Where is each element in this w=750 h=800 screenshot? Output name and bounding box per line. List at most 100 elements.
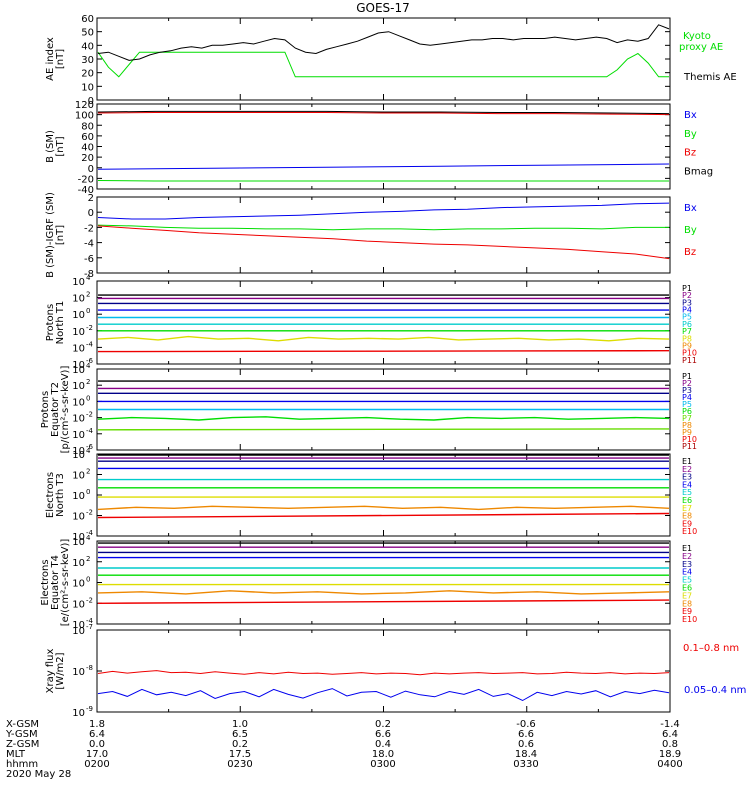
footer-value: 18.0 <box>372 749 394 760</box>
legend-0-05-0-4-nm: 0.05–0.4 nm <box>684 685 746 696</box>
y-tick-exp: -4 <box>86 340 94 348</box>
y-tick-exp: 0 <box>86 488 90 496</box>
y-tick-label: 40 <box>81 41 94 52</box>
y-tick-label: -6 <box>84 254 94 265</box>
legend-p7: P7 <box>682 327 692 336</box>
legend-e3: E3 <box>682 560 692 569</box>
legend-e10: E10 <box>682 615 697 624</box>
y-tick-label: -40 <box>78 185 94 196</box>
legend-themis-ae: Themis AE <box>683 72 737 83</box>
y-tick-label: 0 <box>88 164 94 175</box>
footer-row-label: Y-GSM <box>5 729 38 740</box>
footer-value: 6.4 <box>89 729 105 740</box>
y-tick-label: 2 <box>88 193 94 204</box>
y-tick-exp: 2 <box>86 291 90 299</box>
legend-e5: E5 <box>682 576 692 585</box>
y-tick-exp: 2 <box>86 555 90 563</box>
y-tick-label: 20 <box>81 69 94 80</box>
legend-kyoto: Kyoto <box>683 31 711 42</box>
y-tick-label: 10 <box>72 414 85 425</box>
y-tick-exp: 4 <box>86 447 91 455</box>
series-line-p10 <box>97 350 670 353</box>
y-tick-label: 10 <box>72 708 85 719</box>
legend-p8: P8 <box>682 421 692 430</box>
footer-value: 17.5 <box>229 749 251 760</box>
legend-p9: P9 <box>682 341 692 350</box>
y-tick-label: 30 <box>81 55 94 66</box>
y-tick-exp: -4 <box>86 427 94 435</box>
y-tick-exp: -2 <box>86 411 93 419</box>
footer-row-label: MLT <box>6 749 26 760</box>
y-tick-exp: -2 <box>86 596 93 604</box>
y-axis-label: Electrons <box>40 559 51 605</box>
y-tick-exp: -7 <box>86 623 93 631</box>
y-tick-label: 10 <box>72 626 85 637</box>
footer-value: 6.5 <box>232 729 248 740</box>
series-line-by <box>97 180 669 182</box>
y-tick-label: 60 <box>81 132 94 143</box>
series-line-0-05-0-4-nm <box>97 688 670 702</box>
legend-p3: P3 <box>682 298 692 307</box>
series-line-p7 <box>97 428 670 431</box>
y-axis-label: B (SM) <box>45 130 56 163</box>
panel-7: Electrons Equator T4 [e/(cm²-s-sr-keV)] 10 4… <box>40 534 697 631</box>
footer-value: 0.4 <box>375 739 391 750</box>
series-line-e8 <box>97 505 670 511</box>
footer-row-label: Z-GSM <box>6 739 39 750</box>
y-tick-exp: 0 <box>86 394 90 402</box>
plot-title: GOES-17 <box>356 1 410 15</box>
legend-e8: E8 <box>682 599 692 608</box>
y-axis-label: Electrons <box>45 472 56 518</box>
panel-frame <box>96 17 671 101</box>
y-tick-label: -4 <box>84 239 94 250</box>
legend-0-1-0-8-nm: 0.1–0.8 nm <box>683 643 739 654</box>
y-tick-exp: -8 <box>86 664 93 672</box>
footer-value: 0.0 <box>89 739 105 750</box>
legend-e10: E10 <box>682 527 697 536</box>
legend-by: By <box>684 129 697 140</box>
y-tick-label: 10 <box>72 294 85 305</box>
y-tick-label: 10 <box>72 512 85 523</box>
legend-bmag: Bmag <box>684 166 713 177</box>
series-line-bx <box>97 202 670 220</box>
y-tick-label: 10 <box>72 667 85 678</box>
legend-p2: P2 <box>682 291 692 300</box>
legend-e8: E8 <box>682 512 692 521</box>
series-line-e9 <box>97 599 670 604</box>
legend-p1: P1 <box>682 372 692 381</box>
series-line-bz <box>97 225 670 260</box>
legend-e6: E6 <box>682 584 692 593</box>
y-axis-label: [e/(cm²-s-sr-keV)] <box>60 539 71 627</box>
legend-p9: P9 <box>682 428 692 437</box>
y-tick-exp: -6 <box>86 443 94 451</box>
panel-3: B (SM)-IGRF (SM) [nT] -8 -6 -4 -2 0 2 Bx By Bz <box>45 192 697 280</box>
footer-value: 0200 <box>84 759 109 770</box>
legend-p3: P3 <box>682 386 692 395</box>
y-tick-exp: -2 <box>86 324 93 332</box>
series-line-e9 <box>97 512 670 519</box>
legend-p2: P2 <box>682 379 692 388</box>
y-tick-label: 100 <box>75 111 94 122</box>
series-line-themis-ae <box>97 24 670 61</box>
legend-e7: E7 <box>682 504 692 513</box>
panel-8: Xray flux [W/m2]10-710-810 -90.1–0.8 nm0.0… <box>45 623 746 719</box>
legend-p5: P5 <box>682 400 692 409</box>
y-tick-label: 40 <box>81 143 94 154</box>
y-tick-label: 10 <box>72 558 85 569</box>
y-tick-exp: -6 <box>86 357 94 365</box>
y-tick-label: 10 <box>72 381 85 392</box>
series-line-p8 <box>97 335 670 342</box>
y-tick-label: -20 <box>78 174 94 185</box>
y-tick-exp: 4 <box>86 362 91 370</box>
legend-e5: E5 <box>682 488 692 497</box>
y-axis-label: B (SM)-IGRF (SM) <box>45 192 56 278</box>
y-tick-exp: 0 <box>86 576 90 584</box>
series-line-bz <box>97 112 670 116</box>
y-tick-exp: 0 <box>86 307 90 315</box>
y-axis-label: North T3 <box>55 473 66 517</box>
y-tick-label: 10 <box>72 365 85 376</box>
y-tick-exp: -2 <box>86 509 93 517</box>
footer-value: 0.8 <box>662 739 678 750</box>
